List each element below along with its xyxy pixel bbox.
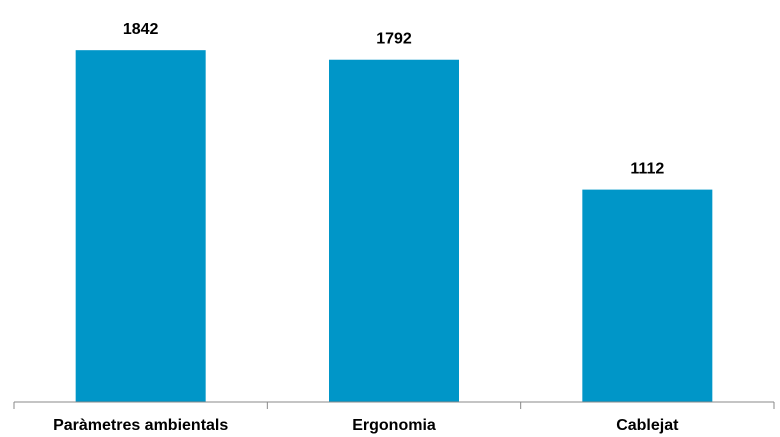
bars-group: [75, 50, 713, 403]
data-label-0: 1842: [123, 21, 159, 38]
bar-0: [75, 50, 206, 402]
x-tick-label-2: Cablejat: [616, 417, 679, 434]
bar-2: [582, 189, 713, 402]
data-labels-group: 1842 1792 1112: [123, 21, 664, 177]
bar-1: [329, 59, 459, 403]
x-tick-label-1: Ergonomia: [352, 417, 436, 434]
x-axis: Paràmetres ambientals Ergonomia Cablejat: [13, 401, 775, 434]
data-label-1: 1792: [376, 31, 412, 48]
data-label-2: 1112: [630, 161, 664, 178]
x-tick-label-0: Paràmetres ambientals: [53, 417, 228, 434]
